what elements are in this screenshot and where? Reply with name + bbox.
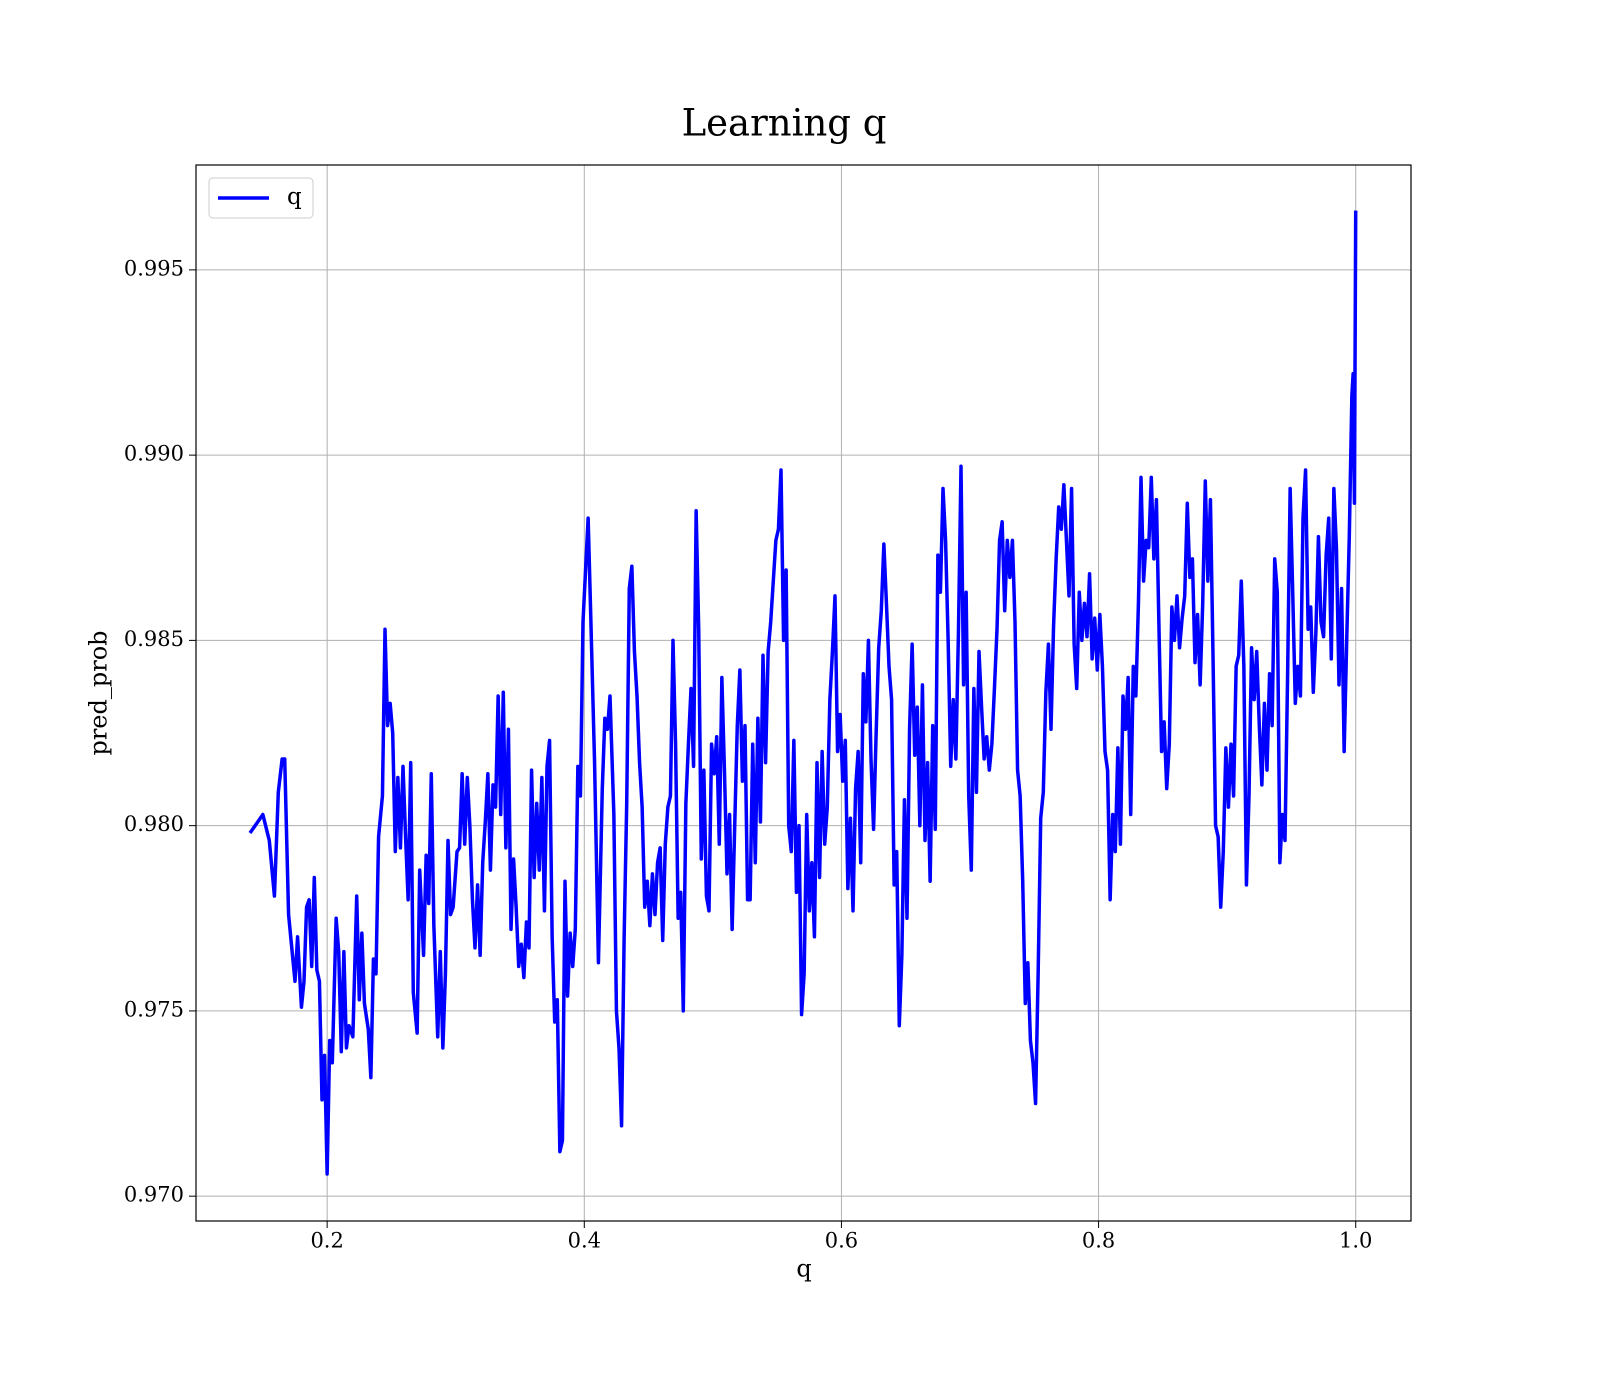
legend-label: q: [287, 184, 302, 210]
plot-frame: [195, 164, 1412, 1222]
legend: q: [208, 177, 314, 219]
y-tick-label: 0.980: [124, 812, 184, 836]
y-tick-label: 0.985: [124, 627, 184, 651]
y-tick-label: 0.990: [124, 442, 184, 466]
x-axis-label: q: [796, 1255, 811, 1283]
x-tick-label: 0.4: [568, 1229, 601, 1253]
x-tick-label: 0.8: [1082, 1229, 1115, 1253]
chart-title: Learning q: [682, 102, 887, 145]
x-tick-label: 0.2: [310, 1229, 343, 1253]
y-axis-label: pred_prob: [85, 630, 113, 755]
x-tick-label: 0.6: [825, 1229, 858, 1253]
y-tick-label: 0.970: [124, 1183, 184, 1207]
y-tick-label: 0.995: [124, 256, 184, 280]
x-tick-label: 1.0: [1339, 1229, 1372, 1253]
y-tick-label: 0.975: [124, 997, 184, 1021]
data-line: [248, 210, 1358, 1176]
